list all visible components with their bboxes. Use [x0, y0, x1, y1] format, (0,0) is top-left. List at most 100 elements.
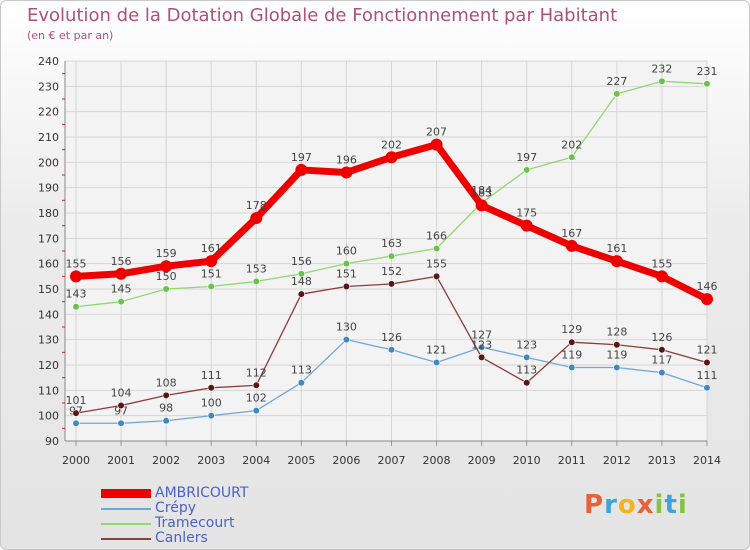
data-point-canlers — [658, 346, 666, 354]
data-label-crpy: 121 — [426, 343, 447, 356]
x-tick-label: 2012 — [603, 454, 631, 467]
data-point-tramecourt — [613, 90, 621, 98]
data-label-tramecourt: 156 — [291, 255, 312, 268]
x-tick-label: 2007 — [377, 454, 405, 467]
y-tick-label: 100 — [38, 410, 59, 423]
data-point-crpy — [613, 363, 621, 372]
data-point-tramecourt — [162, 285, 170, 293]
data-point-ambricourt — [610, 255, 623, 268]
data-label-crpy: 98 — [159, 402, 173, 415]
y-tick-label: 170 — [38, 232, 59, 245]
data-point-ambricourt — [295, 163, 308, 176]
data-point-ambricourt — [160, 260, 173, 273]
data-label-ambricourt: 196 — [336, 153, 357, 166]
data-label-tramecourt: 143 — [66, 288, 87, 301]
data-label-canlers: 113 — [516, 364, 537, 377]
data-point-ambricourt — [340, 166, 353, 179]
data-label-crpy: 119 — [606, 349, 627, 362]
data-point-crpy — [342, 336, 351, 344]
data-point-tramecourt — [207, 282, 215, 291]
y-tick-label: 90 — [45, 435, 59, 448]
data-label-canlers: 151 — [336, 267, 357, 280]
data-point-tramecourt — [72, 303, 80, 311]
data-point-ambricourt — [565, 239, 578, 252]
data-label-canlers: 148 — [291, 275, 312, 288]
data-point-canlers — [207, 384, 215, 392]
x-tick-label: 2004 — [242, 454, 270, 467]
data-label-tramecourt: 163 — [381, 237, 402, 250]
data-point-ambricourt — [655, 270, 668, 283]
data-point-crpy — [478, 343, 486, 351]
data-point-tramecourt — [658, 77, 666, 85]
data-label-canlers: 104 — [111, 387, 132, 400]
data-label-canlers: 128 — [606, 326, 627, 339]
data-point-crpy — [252, 407, 260, 415]
data-point-tramecourt — [342, 260, 351, 268]
data-label-crpy: 119 — [561, 349, 582, 362]
data-point-canlers — [613, 341, 621, 349]
data-point-crpy — [117, 419, 125, 427]
y-tick-label: 220 — [38, 106, 59, 119]
data-point-tramecourt — [252, 277, 260, 286]
data-point-canlers — [523, 379, 531, 387]
data-label-crpy: 100 — [201, 397, 222, 410]
y-tick-label: 200 — [38, 156, 59, 169]
data-point-ambricourt — [430, 138, 443, 151]
data-point-ambricourt — [385, 151, 398, 164]
data-label-canlers: 108 — [156, 376, 177, 389]
data-label-ambricourt: 155 — [66, 257, 87, 270]
x-tick-label: 2001 — [107, 454, 135, 467]
data-point-canlers — [432, 272, 441, 280]
data-point-crpy — [207, 412, 215, 420]
data-point-ambricourt — [700, 293, 713, 306]
data-point-canlers — [703, 358, 711, 367]
data-point-crpy — [568, 363, 576, 372]
legend-swatch-tramecourt — [101, 523, 151, 525]
data-label-tramecourt: 160 — [336, 245, 357, 258]
data-point-crpy — [72, 419, 80, 427]
data-point-canlers — [252, 381, 260, 389]
data-point-tramecourt — [432, 244, 441, 253]
legend-label-ambricourt: AMBRICOURT — [155, 485, 249, 501]
chart-subtitle: (en € et par an) — [27, 29, 114, 42]
data-label-tramecourt: 227 — [606, 75, 627, 88]
data-label-ambricourt: 161 — [606, 242, 627, 255]
data-label-canlers: 155 — [426, 257, 447, 270]
data-label-crpy: 113 — [291, 364, 312, 377]
data-label-ambricourt: 197 — [291, 151, 312, 164]
data-label-tramecourt: 231 — [696, 65, 717, 78]
legend-swatch-crpy — [101, 508, 151, 510]
data-point-canlers — [478, 353, 486, 362]
data-label-ambricourt: 156 — [111, 255, 132, 268]
data-label-canlers: 126 — [651, 331, 672, 344]
data-point-crpy — [387, 346, 396, 354]
data-label-ambricourt: 146 — [696, 280, 717, 293]
data-label-tramecourt: 202 — [561, 138, 582, 151]
data-point-ambricourt — [475, 199, 488, 212]
data-label-ambricourt: 167 — [561, 227, 582, 240]
y-tick-label: 160 — [38, 258, 59, 271]
y-tick-label: 230 — [38, 80, 59, 93]
data-point-tramecourt — [117, 298, 125, 306]
x-tick-label: 2000 — [62, 454, 90, 467]
x-tick-label: 2010 — [513, 454, 541, 467]
proxiti-logo: Proxiti — [584, 490, 688, 520]
legend-label-tramecourt: Tramecourt — [155, 515, 235, 531]
data-point-ambricourt — [205, 255, 218, 268]
data-point-tramecourt — [387, 252, 396, 260]
y-tick-label: 120 — [38, 359, 59, 372]
data-label-ambricourt: 155 — [651, 257, 672, 270]
data-label-crpy: 130 — [336, 321, 357, 334]
data-label-ambricourt: 159 — [156, 247, 177, 260]
data-label-tramecourt: 197 — [516, 151, 537, 164]
data-label-ambricourt: 178 — [246, 199, 267, 212]
data-point-tramecourt — [523, 166, 531, 174]
y-tick-label: 180 — [38, 207, 59, 220]
data-label-canlers: 152 — [381, 265, 402, 278]
data-point-crpy — [432, 358, 441, 367]
data-label-crpy: 97 — [114, 404, 128, 417]
data-label-tramecourt: 145 — [111, 283, 132, 296]
data-label-canlers: 129 — [561, 323, 582, 336]
